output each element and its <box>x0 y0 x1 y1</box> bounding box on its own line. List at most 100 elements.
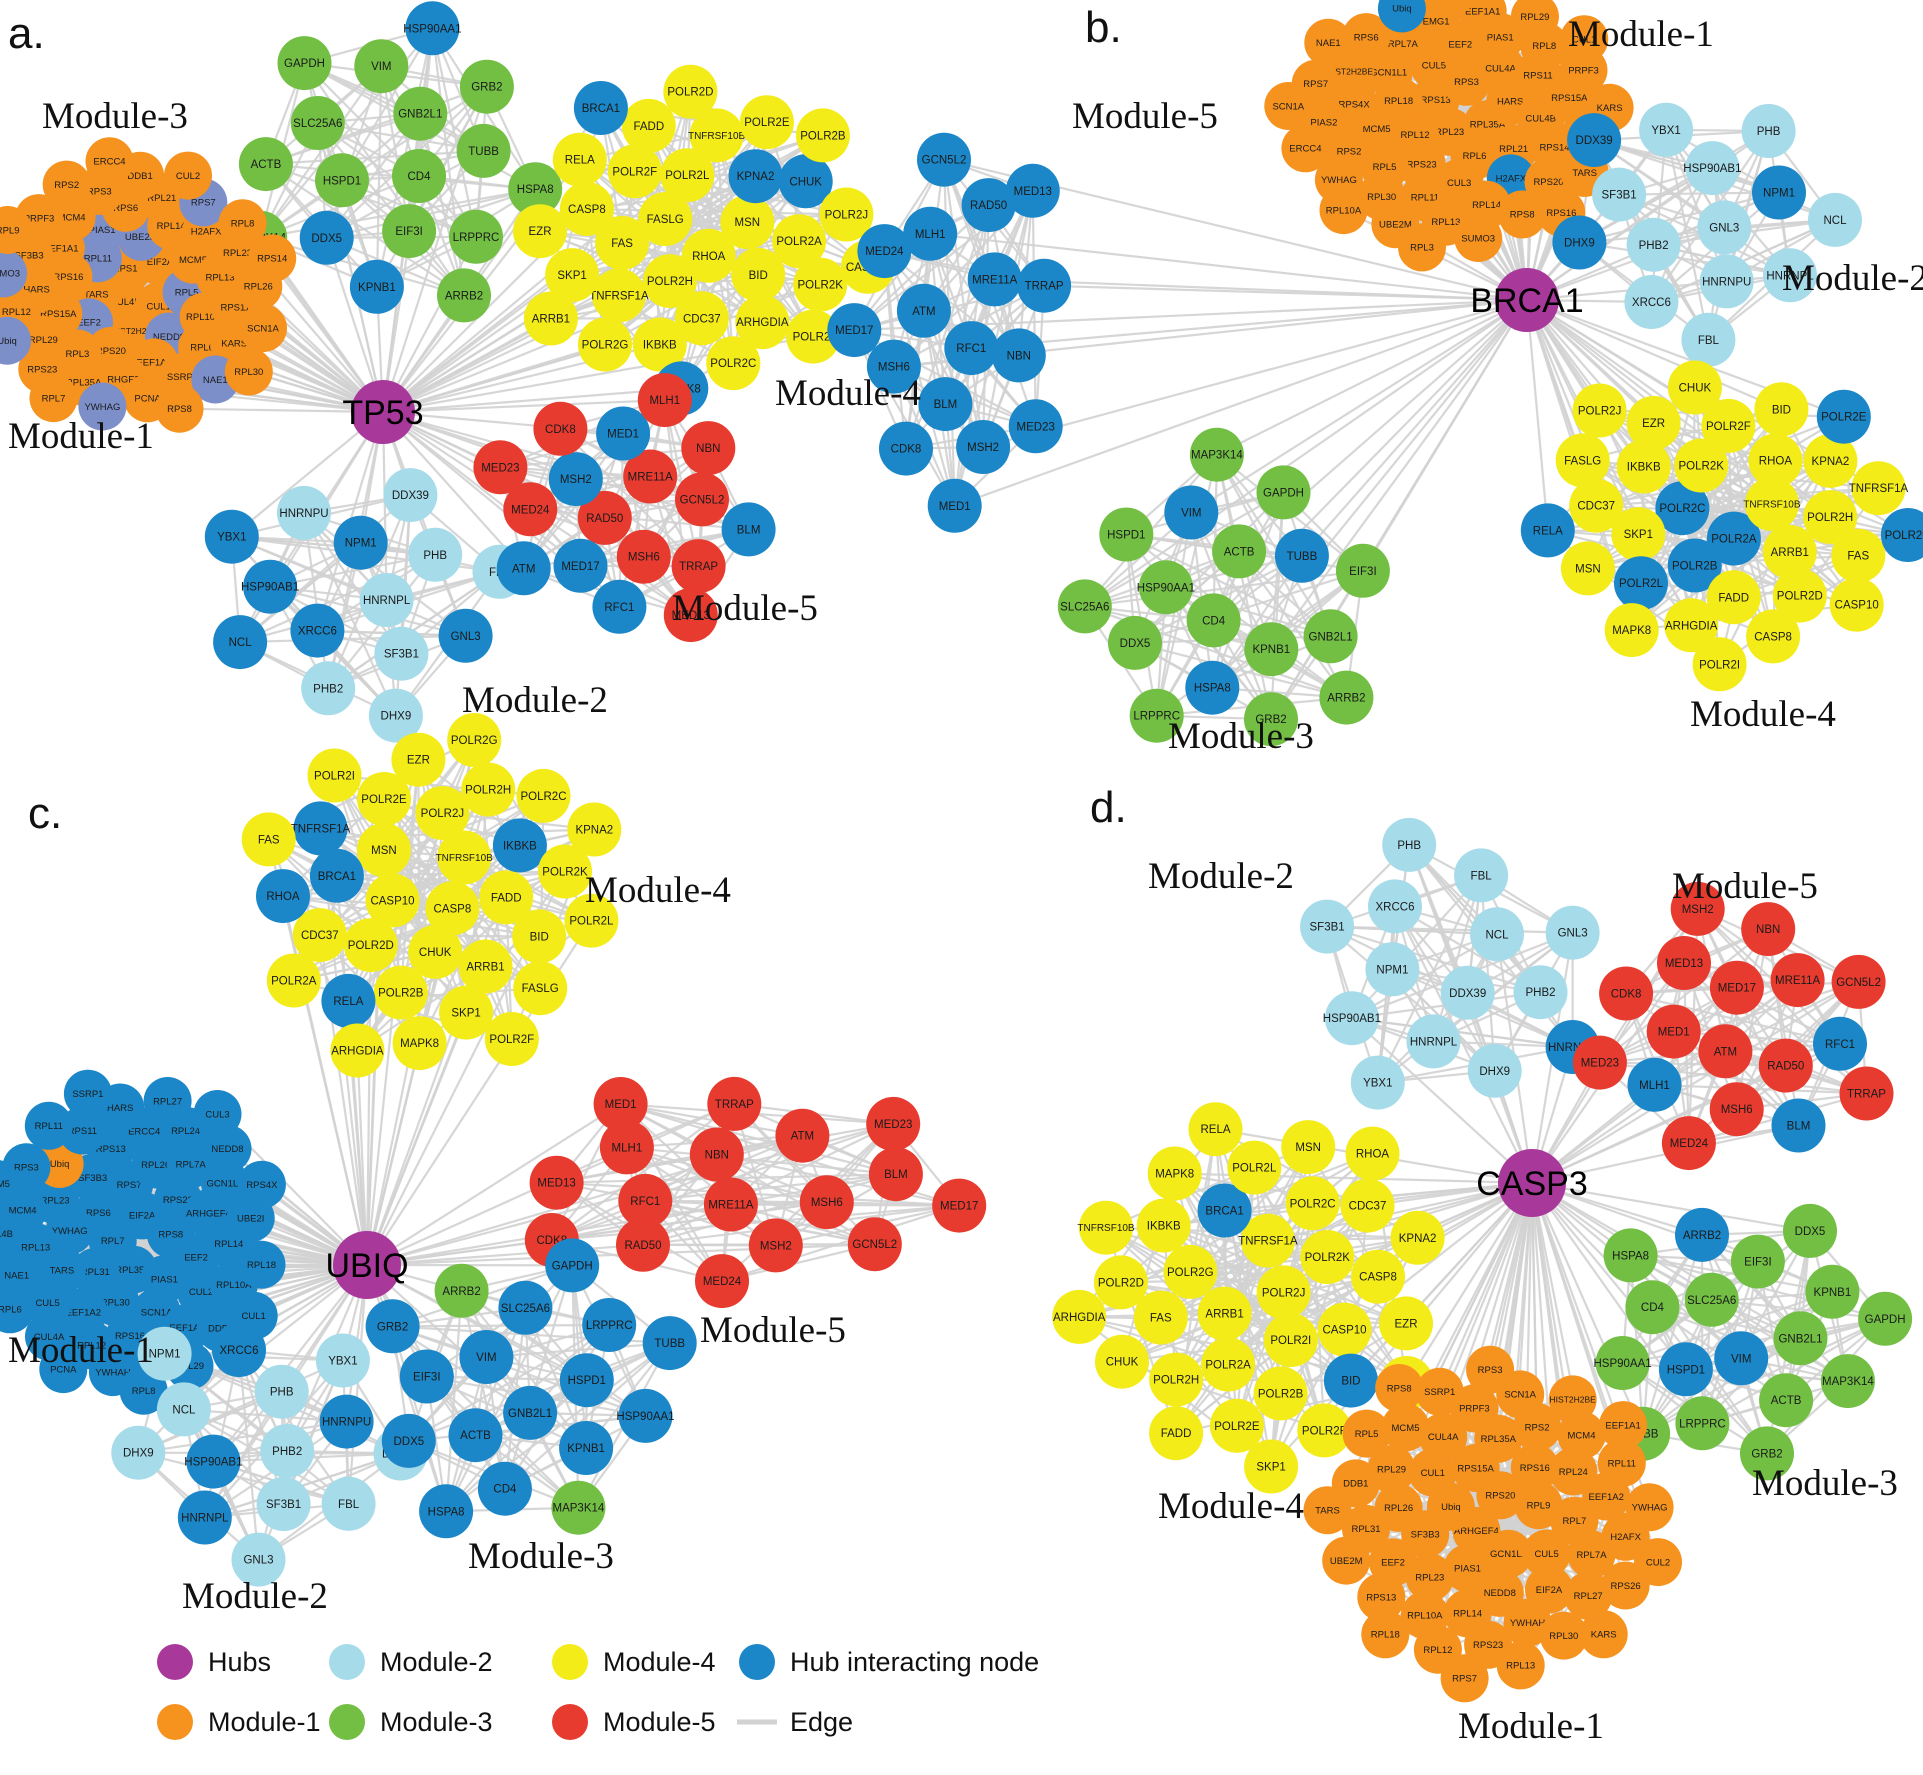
node-circle[interactable] <box>1701 398 1756 453</box>
node-circle[interactable] <box>292 908 347 963</box>
network-node[interactable]: NPM1 <box>137 1326 192 1381</box>
network-node[interactable]: POLR2E <box>739 95 794 150</box>
node-circle[interactable] <box>1008 399 1063 454</box>
node-circle[interactable] <box>917 132 971 187</box>
node-circle[interactable] <box>29 374 78 423</box>
network-node[interactable]: HIST2H2BE <box>1548 1375 1597 1424</box>
network-node[interactable]: TRRAP <box>671 539 726 594</box>
node-circle[interactable] <box>681 421 736 476</box>
node-circle[interactable] <box>1773 1311 1828 1366</box>
node-circle[interactable] <box>879 421 933 476</box>
network-node[interactable]: POLR2H <box>642 254 697 309</box>
node-circle[interactable] <box>786 309 841 364</box>
network-node[interactable]: FASLG <box>638 192 693 246</box>
network-node[interactable]: RPL27 <box>1564 1571 1613 1620</box>
network-node[interactable]: RELA <box>321 973 376 1028</box>
node-circle[interactable] <box>1470 907 1524 962</box>
node-circle[interactable] <box>1714 1331 1769 1386</box>
node-circle[interactable] <box>477 1461 532 1516</box>
network-node[interactable]: MED23 <box>866 1096 921 1151</box>
network-node[interactable]: CHUK <box>408 924 463 979</box>
node-circle[interactable] <box>1808 192 1862 247</box>
network-node[interactable]: RPL11 <box>1597 1439 1646 1488</box>
network-node[interactable]: SLC25A6 <box>290 96 345 150</box>
network-node[interactable]: EEF1A1 <box>1458 0 1507 36</box>
network-node[interactable]: MED1 <box>927 478 982 533</box>
network-node[interactable]: DDX39 <box>1567 113 1622 168</box>
node-circle[interactable] <box>512 909 567 964</box>
node-circle[interactable] <box>1317 1302 1372 1357</box>
network-node[interactable]: CDK8 <box>533 401 588 456</box>
network-node[interactable]: HSP90AA1 <box>403 1 461 56</box>
node-circle[interactable] <box>956 420 1011 474</box>
network-node[interactable]: HSP90AB1 <box>241 559 299 614</box>
network-node[interactable]: RPS20 <box>0 1242 6 1290</box>
node-circle[interactable] <box>642 254 697 309</box>
node-circle[interactable] <box>671 539 726 594</box>
node-circle[interactable] <box>1759 1373 1814 1428</box>
network-node[interactable]: MAPK8 <box>392 1016 447 1071</box>
node-circle[interactable] <box>618 1173 673 1228</box>
node-circle[interactable] <box>778 154 833 209</box>
network-node[interactable]: GRB2 <box>1740 1426 1794 1481</box>
node-circle[interactable] <box>1133 1290 1188 1345</box>
network-node[interactable]: MCM5 <box>1381 1403 1430 1452</box>
node-circle[interactable] <box>1675 1396 1730 1451</box>
node-circle[interactable] <box>793 257 848 312</box>
node-circle[interactable] <box>419 1484 474 1539</box>
node-circle[interactable] <box>1513 965 1568 1020</box>
node-circle[interactable] <box>231 1532 286 1587</box>
node-circle[interactable] <box>39 1345 88 1394</box>
network-node[interactable]: RPS8 <box>1375 1364 1424 1412</box>
network-node[interactable]: CDK8 <box>879 421 933 476</box>
node-circle[interactable] <box>201 1159 249 1208</box>
node-circle[interactable] <box>1657 936 1711 990</box>
network-node[interactable]: RELA <box>552 132 607 187</box>
network-node[interactable]: POLR2G <box>1880 508 1923 562</box>
node-circle[interactable] <box>1149 1352 1204 1407</box>
network-node[interactable]: IKBKB <box>632 317 687 372</box>
node-circle[interactable] <box>1685 141 1740 196</box>
network-node[interactable]: RPS13 <box>1357 1573 1406 1622</box>
node-circle[interactable] <box>137 1326 192 1381</box>
network-node[interactable]: TNFRSF10B <box>1077 1200 1135 1255</box>
node-circle[interactable] <box>391 732 446 787</box>
node-circle[interactable] <box>405 1 460 56</box>
node-circle[interactable] <box>548 452 603 507</box>
node-circle[interactable] <box>1322 1536 1371 1585</box>
node-circle[interactable] <box>1604 603 1659 658</box>
node-circle[interactable] <box>1770 953 1825 1008</box>
node-circle[interactable] <box>1017 258 1072 313</box>
hub-circle[interactable] <box>333 1231 401 1299</box>
network-node[interactable]: FADD <box>1706 570 1761 625</box>
node-circle[interactable] <box>381 1413 436 1468</box>
node-circle[interactable] <box>24 1101 73 1150</box>
node-circle[interactable] <box>213 615 268 670</box>
network-node[interactable]: DHX9 <box>1467 1043 1522 1098</box>
network-node[interactable]: GCN5L2 <box>847 1217 902 1272</box>
network-node[interactable]: HSPA8 <box>1603 1228 1658 1283</box>
network-node[interactable]: XRCC6 <box>1624 275 1679 329</box>
network-node[interactable]: NCL <box>213 615 268 670</box>
network-node[interactable]: POLR2I <box>1263 1313 1318 1368</box>
network-node[interactable]: CUL2 <box>1634 1538 1682 1587</box>
network-node[interactable]: BRCA1 <box>573 81 628 135</box>
node-circle[interactable] <box>1503 1598 1552 1647</box>
node-circle[interactable] <box>260 1424 315 1478</box>
network-node[interactable]: MED13 <box>1657 936 1711 990</box>
node-circle[interactable] <box>1375 1364 1424 1412</box>
network-node[interactable]: XRCC6 <box>290 603 345 658</box>
network-node[interactable]: ARHGDIA <box>735 295 790 350</box>
network-node[interactable]: RPL7 <box>29 374 78 423</box>
node-circle[interactable] <box>1597 1439 1646 1488</box>
network-node[interactable]: TNFRSF1A <box>1238 1213 1298 1268</box>
node-circle[interactable] <box>642 1316 697 1371</box>
node-circle[interactable] <box>513 204 567 259</box>
network-node[interactable]: MRE11A <box>1770 953 1825 1008</box>
node-circle[interactable] <box>961 178 1016 233</box>
network-node[interactable]: CD4 <box>477 1461 532 1516</box>
network-node[interactable]: POLR2I <box>307 748 362 803</box>
node-circle[interactable] <box>1244 622 1299 677</box>
network-node[interactable]: HSPA8 <box>419 1484 474 1539</box>
network-node[interactable]: XRCC6 <box>1368 879 1422 934</box>
